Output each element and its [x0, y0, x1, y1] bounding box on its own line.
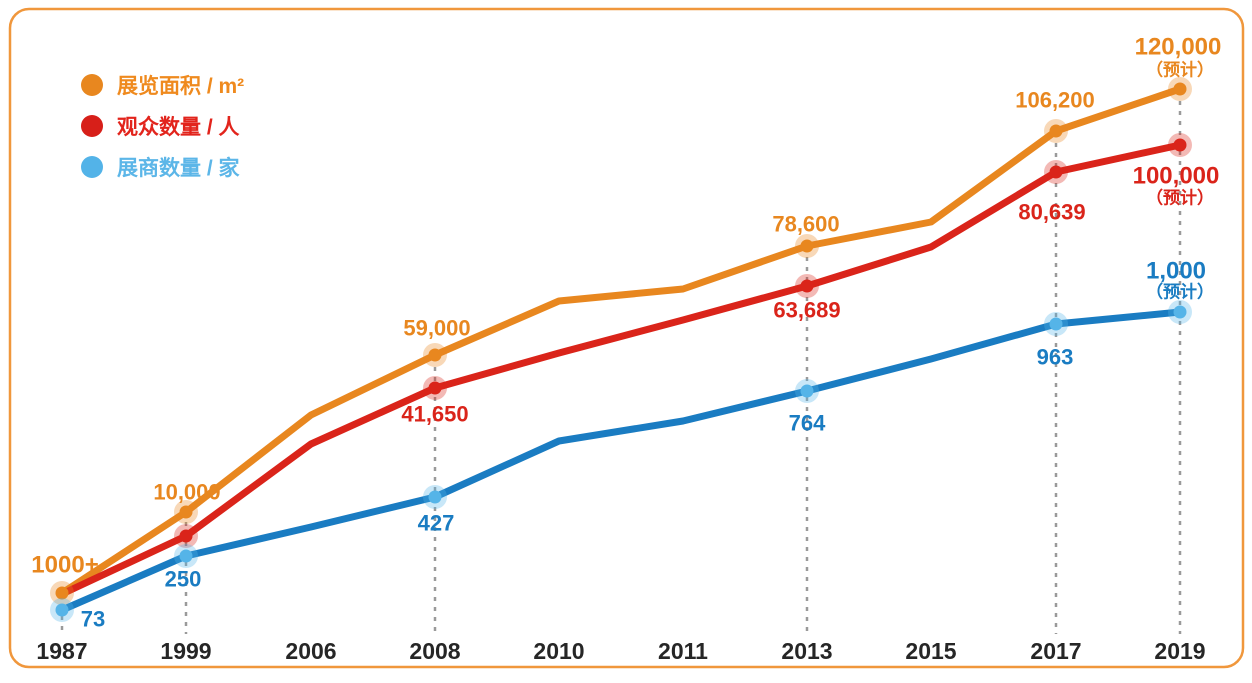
- data-point-visitor-count: [800, 279, 814, 293]
- legend-dot-red-icon: [81, 114, 103, 137]
- value-label-visitor-count: 63,689: [773, 298, 840, 323]
- axis-label-year: 2015: [905, 638, 956, 664]
- axis-label-year: 2017: [1030, 638, 1081, 664]
- axis-label-year: 2011: [658, 638, 708, 664]
- data-point-exhibition-area: [1173, 82, 1187, 96]
- axis-label-year: 1999: [160, 638, 211, 664]
- legend-item-visitor-count: 观众数量 / 人: [81, 105, 244, 146]
- value-label-exhibitor-count: （预计）: [1146, 282, 1214, 302]
- series-line-exhibitor-count: [58, 308, 1184, 614]
- value-label-exhibition-area: 10,000: [153, 480, 220, 505]
- legend-label: 观众数量 / 人: [117, 115, 240, 139]
- data-point-exhibitor-count: [800, 384, 814, 398]
- legend: 展览面积 / m² 观众数量 / 人 展商数量 / 家: [81, 64, 244, 187]
- value-label-visitor-count: （预计）: [1146, 188, 1214, 208]
- axis-label-year: 2006: [285, 638, 336, 664]
- value-label-exhibition-area: （预计）: [1146, 60, 1214, 80]
- value-label-exhibitor-count: 250: [165, 567, 202, 592]
- value-label-visitor-count: 80,639: [1018, 200, 1085, 225]
- legend-dot-orange-icon: [81, 73, 103, 96]
- value-label-exhibitor-count: 1,000: [1146, 258, 1206, 285]
- value-label-visitor-count: 41,650: [401, 402, 468, 427]
- axis-label-year: 2019: [1154, 638, 1205, 664]
- legend-item-exhibition-area: 展览面积 / m²: [81, 64, 244, 105]
- data-point-exhibition-area: [55, 586, 69, 600]
- legend-dot-lightblue-icon: [81, 155, 103, 178]
- axis-label-year: 1987: [36, 638, 87, 664]
- value-label-exhibitor-count: 963: [1037, 345, 1074, 370]
- data-point-exhibitor-count: [55, 603, 69, 617]
- axis-label-year: 2008: [409, 638, 460, 664]
- chart-border: [8, 7, 1245, 669]
- value-label-exhibitor-count: 764: [789, 411, 826, 436]
- data-point-exhibition-area: [800, 239, 814, 253]
- value-label-exhibition-area: 106,200: [1015, 88, 1095, 113]
- value-label-exhibition-area: 59,000: [403, 316, 470, 341]
- axis-label-year: 2013: [781, 638, 832, 664]
- data-point-exhibition-area: [179, 505, 193, 519]
- value-label-visitor-count: 100,000: [1133, 163, 1220, 190]
- value-label-exhibition-area: 120,000: [1135, 34, 1222, 61]
- axis-label-year: 2010: [533, 638, 584, 664]
- value-label-exhibitor-count: 73: [81, 607, 105, 632]
- value-label-exhibitor-count: 427: [418, 511, 455, 536]
- data-point-exhibitor-count: [1173, 305, 1187, 319]
- legend-label: 展览面积 / m²: [117, 74, 245, 98]
- series-line-exhibition-area: [58, 85, 1184, 597]
- data-point-exhibition-area: [428, 348, 442, 362]
- value-label-exhibition-area: 78,600: [772, 212, 839, 237]
- data-point-visitor-count: [428, 381, 442, 395]
- data-point-exhibitor-count: [1049, 317, 1063, 331]
- value-label-exhibition-area: 1000+: [31, 552, 98, 579]
- series-line-visitor-count: [58, 141, 1184, 598]
- data-point-exhibition-area: [1049, 124, 1063, 138]
- legend-item-exhibitor-count: 展商数量 / 家: [81, 146, 244, 187]
- legend-label: 展商数量 / 家: [117, 156, 240, 180]
- data-point-exhibitor-count: [428, 490, 442, 504]
- data-point-visitor-count: [179, 529, 193, 543]
- data-point-visitor-count: [1049, 165, 1063, 179]
- data-point-visitor-count: [1173, 138, 1187, 152]
- data-point-exhibitor-count: [179, 549, 193, 563]
